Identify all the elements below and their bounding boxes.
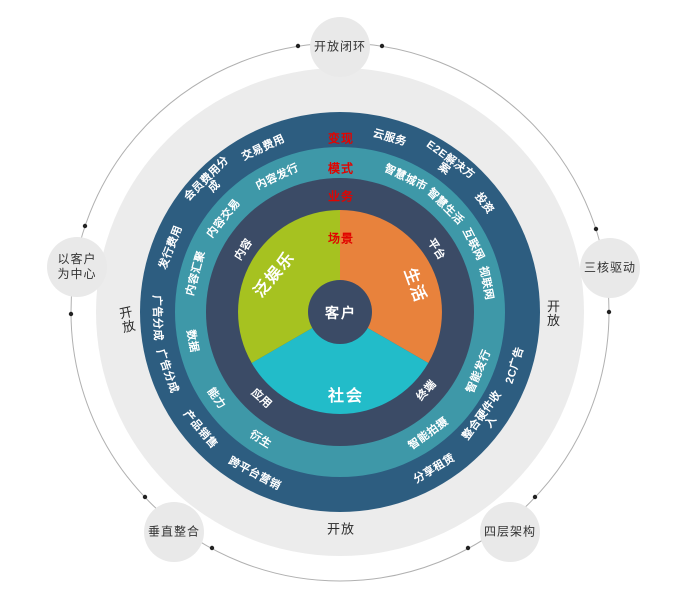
center-circle xyxy=(308,280,372,344)
society-label: 社会 xyxy=(327,388,365,405)
satellite-open-loop-circle xyxy=(310,17,370,77)
sector-society xyxy=(251,312,429,414)
satellite-open-loop-label: 开放闭环 xyxy=(313,39,367,54)
satellite-four-layer-label: 四层架构 xyxy=(483,524,537,539)
layer-label-monetization: 变现 xyxy=(327,131,355,146)
layer-label-business: 业务 xyxy=(327,189,355,204)
layer-label-model: 模式 xyxy=(327,161,355,176)
satellite-three-core-label: 三核驱动 xyxy=(583,260,637,275)
connector-dots xyxy=(68,43,612,551)
layer-label-scene: 场景 xyxy=(327,231,355,246)
satellite-customer-centric-circle xyxy=(47,237,107,297)
customer-label: 客户 xyxy=(325,305,357,321)
satellite-customer-centric-label: 以客户 为中心 xyxy=(57,252,97,281)
open-label-bottom: 开放 xyxy=(326,521,356,537)
satellite-vertical-integration-label: 垂直整合 xyxy=(147,524,201,539)
open-label-right: 开 放 xyxy=(546,299,562,328)
satellite-three-core-circle xyxy=(580,238,640,298)
satellite-four-layer-circle xyxy=(480,502,540,562)
satellite-circles xyxy=(47,17,640,562)
satellite-vertical-integration-circle xyxy=(144,502,204,562)
ad-revenue-share-label-2: 广告分成 xyxy=(150,294,164,342)
